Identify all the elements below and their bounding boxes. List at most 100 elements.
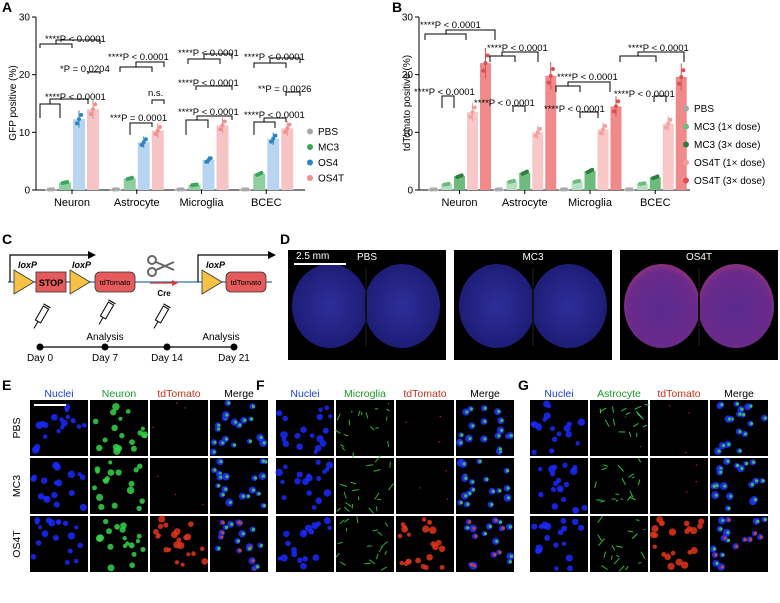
legend-marker — [307, 160, 313, 166]
legend-marker — [683, 106, 689, 112]
column-label: Microglia — [344, 388, 386, 400]
data-point — [471, 110, 475, 114]
data-point — [547, 81, 551, 85]
legend-entry: OS4T — [318, 174, 344, 185]
micrograph-tile — [650, 400, 708, 456]
data-point — [154, 132, 158, 136]
scale-bar-label: 2.5 mm — [296, 251, 329, 262]
data-point — [549, 74, 553, 78]
analysis-label-1: Analysis — [86, 332, 123, 343]
data-point — [285, 126, 289, 130]
data-point — [259, 171, 263, 175]
bar — [281, 128, 293, 190]
brain-label-os4t: OS4T — [686, 252, 712, 263]
data-point — [681, 68, 685, 72]
scissors-icon — [148, 256, 174, 276]
data-point — [679, 75, 683, 79]
panel-letter-g: G — [518, 377, 529, 393]
y-tick-label: 10 — [402, 128, 414, 139]
data-point — [156, 129, 160, 133]
bar — [152, 131, 164, 190]
bar — [454, 176, 465, 190]
column-label: tdTomato — [157, 388, 200, 400]
data-point — [486, 54, 490, 58]
day-21-label: Day 21 — [218, 353, 250, 364]
bar — [467, 112, 478, 190]
data-point — [551, 67, 555, 71]
data-point — [629, 187, 633, 191]
chart-a-sig-5: n.s. — [148, 88, 163, 99]
column-label: Merge — [724, 388, 754, 400]
chart-b-sig-4: ****P < 0.0001 — [474, 98, 535, 109]
x-tick-label: Astrocyte — [114, 197, 160, 209]
chart-a-sig-6: ***P = 0.0001 — [110, 113, 167, 124]
bar — [663, 124, 674, 190]
data-point — [116, 187, 120, 191]
x-tick-label: Microglia — [568, 197, 613, 209]
chart-a-sig-4: ****P < 0.0001 — [108, 52, 169, 63]
data-point — [642, 181, 646, 185]
chart-a-ylabel: GFP positive (%) — [8, 65, 19, 140]
data-point — [283, 130, 287, 134]
bar — [676, 77, 687, 190]
y-tick-label: 0 — [24, 186, 30, 197]
y-tick-label: 10 — [19, 128, 31, 139]
chart-a-sig-3: ****P < 0.0001 — [45, 92, 106, 103]
panel-letter-e: E — [2, 377, 11, 393]
row-label: MC3 — [11, 475, 23, 497]
micrograph-tile — [456, 516, 514, 572]
micrograph-tile — [336, 400, 394, 456]
data-point — [468, 115, 472, 119]
chart-a-sig-12: ****P < 0.0001 — [244, 110, 305, 121]
bar — [253, 174, 265, 190]
data-point — [91, 107, 95, 111]
column-label: Neuron — [102, 388, 137, 400]
x-tick-label: BCEC — [251, 197, 282, 209]
loxp-triangle-icon — [202, 270, 222, 294]
syringe-icon — [31, 304, 51, 331]
brain-label-mc3: MC3 — [522, 252, 544, 263]
loxp-triangle-icon — [70, 270, 90, 294]
day-14-label: Day 14 — [151, 353, 183, 364]
legend-entry: PBS — [694, 104, 714, 115]
data-point — [603, 124, 607, 128]
data-point — [245, 187, 249, 191]
y-tick-label: 20 — [402, 70, 414, 81]
panel-c-schematic: loxP STOP loxP tdTomato Cre loxP tdTomat… — [8, 251, 276, 364]
chart-b-sig-3: ****P < 0.0001 — [487, 43, 548, 54]
panel-letter-a: A — [2, 0, 12, 15]
data-point — [481, 69, 485, 73]
data-point — [484, 61, 488, 65]
column-label: Nuclei — [544, 388, 573, 400]
micrograph-tile — [590, 400, 648, 456]
legend-marker — [683, 160, 689, 166]
x-tick-label: BCEC — [640, 197, 671, 209]
bar — [480, 63, 491, 190]
data-point — [93, 102, 97, 106]
chart-b-bars — [428, 48, 687, 192]
cre-arrow-icon — [172, 280, 178, 286]
data-point — [590, 168, 594, 172]
data-point — [512, 179, 516, 183]
data-point — [664, 126, 668, 130]
chart-a-sig-11: **P = 0.0026 — [258, 84, 311, 95]
y-tick-label: 30 — [19, 13, 31, 24]
arrowhead-icon — [88, 251, 96, 259]
brain-image-pbs: PBS 2.5 mm — [288, 250, 446, 360]
data-point — [209, 156, 213, 160]
tdtomato-gene-label: tdTomato — [100, 278, 131, 287]
legend-marker — [683, 178, 689, 184]
chart-b-sig-7: ****P < 0.0001 — [628, 43, 689, 54]
data-point — [447, 182, 451, 186]
x-tick-label: Neuron — [54, 197, 90, 209]
loxp-label-3: loxP — [206, 260, 226, 270]
data-point — [601, 127, 605, 131]
x-tick-label: Astrocyte — [502, 197, 548, 209]
data-point — [158, 125, 162, 129]
bar — [545, 76, 556, 190]
column-label: Nuclei — [290, 388, 319, 400]
data-point — [130, 176, 134, 180]
legend-marker — [307, 129, 313, 135]
bar — [203, 160, 215, 190]
